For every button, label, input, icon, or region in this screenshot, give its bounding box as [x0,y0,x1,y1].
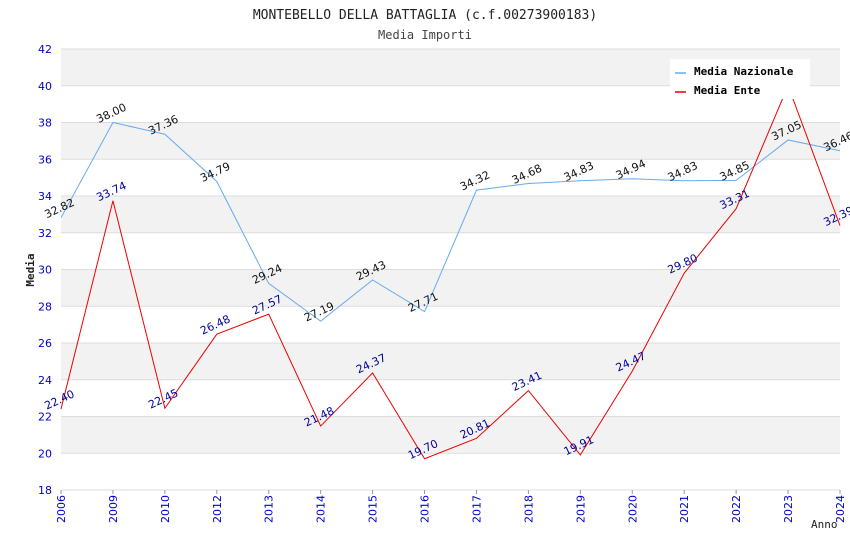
grid-band [61,269,840,307]
legend-label-nazionale: Media Nazionale [694,65,794,78]
chart-title: MONTEBELLO DELLA BATTAGLIA (c.f.00273900… [253,8,597,23]
y-tick-label: 22 [38,411,52,424]
y-tick-label: 26 [38,337,52,350]
grid-band [61,416,840,454]
x-tick-label: 2018 [522,495,535,523]
data-label-nazionale: 34.79 [198,160,232,185]
y-axis-label: Media [24,253,37,286]
legend-box [670,59,810,99]
series-line-media-ente [60,84,841,460]
y-tick-label: 36 [38,153,52,166]
x-tick-label: 2020 [626,495,639,523]
x-axis-ticks: 2006 2009 2010 2012 2013 2014 2015 2016 2017 2018… [55,490,847,523]
legend-label-ente: Media Ente [694,84,761,97]
chart-subtitle: Media Importi [378,28,472,42]
x-tick-label: 2021 [678,495,691,523]
x-tick-label: 2016 [419,495,432,523]
x-tick-label: 2010 [159,495,172,523]
grid-lines [61,48,840,491]
y-tick-label: 18 [38,484,52,497]
data-label-nazionale: 34.32 [458,168,492,193]
y-tick-label: 32 [38,227,52,240]
grid-band [61,196,840,233]
x-tick-label: 2022 [730,495,743,523]
y-tick-label: 42 [38,43,52,56]
legend: Media Nazionale Media Ente [670,59,810,99]
x-tick-label: 2013 [263,495,276,523]
data-label-ente: 22.40 [42,387,76,412]
x-tick-label: 2019 [574,495,587,523]
y-axis-ticks: 18 20 22 24 26 28 30 32 34 36 38 40 42 [38,43,52,497]
y-tick-label: 34 [38,190,52,203]
y-tick-label: 24 [38,374,52,387]
x-tick-label: 2024 [834,495,847,523]
x-tick-label: 2014 [315,495,328,523]
series-lines [60,84,841,460]
grid-band [61,343,840,380]
x-tick-label: 2012 [211,495,224,523]
x-axis-label: Anno [811,518,838,531]
x-tick-label: 2017 [470,495,483,523]
data-label-ente: 26.48 [198,312,232,337]
series-line-media-nazionale [60,121,841,322]
x-tick-label: 2023 [782,495,795,523]
x-tick-label: 2009 [107,495,120,523]
y-tick-label: 38 [38,117,52,130]
y-tick-label: 28 [38,300,52,313]
y-tick-label: 40 [38,80,52,93]
x-tick-label: 2006 [55,495,68,523]
x-tick-label: 2015 [367,495,380,523]
data-label-ente: 22.45 [146,387,180,412]
grid-band [61,122,840,160]
y-tick-label: 30 [38,264,52,277]
y-tick-label: 20 [38,447,52,460]
